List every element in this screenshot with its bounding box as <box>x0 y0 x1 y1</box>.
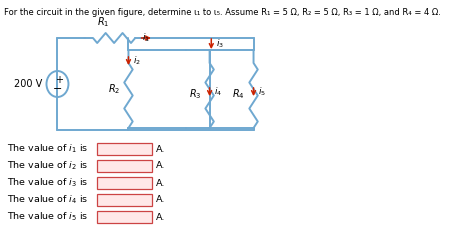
Text: $R_4$: $R_4$ <box>232 87 245 101</box>
Text: The value of $i_1$ is: The value of $i_1$ is <box>7 143 88 155</box>
Text: $i_4$: $i_4$ <box>214 86 222 98</box>
Text: A.: A. <box>155 179 165 188</box>
Text: $R_2$: $R_2$ <box>108 82 120 96</box>
Text: A.: A. <box>155 161 165 170</box>
Text: $i_2$: $i_2$ <box>133 55 141 67</box>
Text: $R_1$: $R_1$ <box>97 15 109 29</box>
Text: The value of $i_3$ is: The value of $i_3$ is <box>7 177 88 189</box>
Text: The value of $i_4$ is: The value of $i_4$ is <box>7 194 88 206</box>
Bar <box>97 143 152 155</box>
Text: The value of $i_2$ is: The value of $i_2$ is <box>7 160 88 172</box>
Text: $i_5$: $i_5$ <box>258 86 266 98</box>
Text: $i_3$: $i_3$ <box>216 38 224 50</box>
Text: A.: A. <box>155 195 165 204</box>
Text: −: − <box>53 84 62 94</box>
Text: $i_1$: $i_1$ <box>142 31 150 44</box>
Text: +: + <box>55 75 63 85</box>
Bar <box>97 177 152 189</box>
Text: For the circuit in the given figure, determine ι₁ to ι₅. Assume R₁ = 5 Ω, R₂ = 5: For the circuit in the given figure, det… <box>4 8 441 17</box>
Bar <box>97 160 152 172</box>
Text: $R_3$: $R_3$ <box>189 87 201 101</box>
Bar <box>97 211 152 223</box>
Text: A.: A. <box>155 145 165 154</box>
Bar <box>97 194 152 206</box>
Text: A.: A. <box>155 213 165 222</box>
Text: The value of $i_5$ is: The value of $i_5$ is <box>7 211 88 223</box>
Text: 200 V: 200 V <box>14 79 42 89</box>
